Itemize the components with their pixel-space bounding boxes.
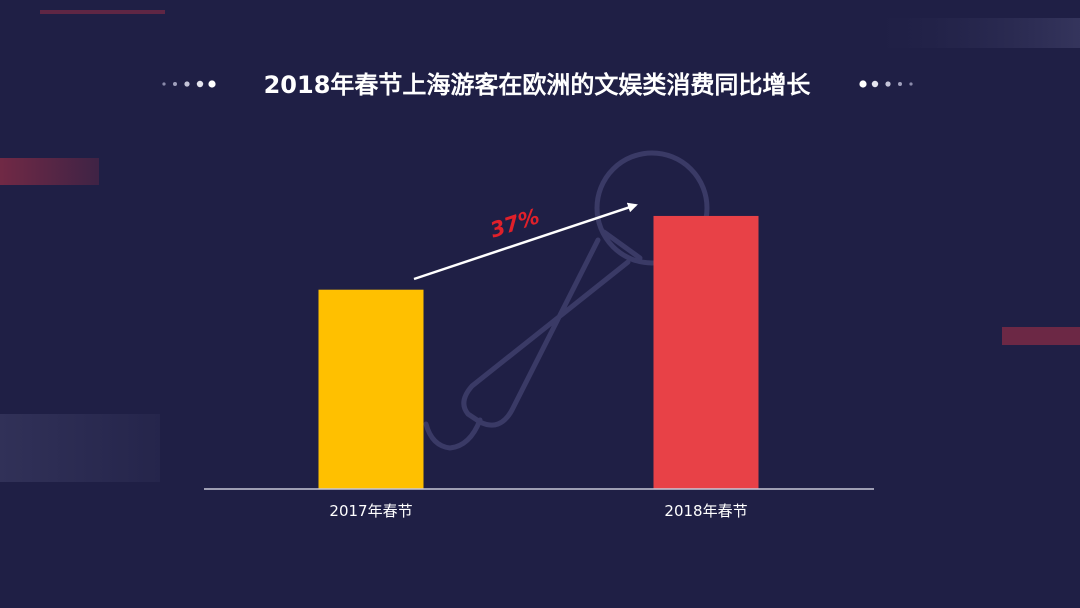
stripe-top-left [40, 10, 165, 14]
stripe-right [1002, 327, 1080, 345]
x-tick-label-1: 2017年春节 [329, 502, 412, 520]
stripe-top-right [880, 18, 1080, 48]
bar-2 [653, 215, 759, 489]
decorative-stripes [0, 10, 1080, 482]
growth-label: 37% [487, 204, 542, 242]
bars-layer [318, 215, 759, 489]
growth-arrow [413, 202, 638, 281]
microphone-icon [423, 150, 710, 451]
stripe-left-bottom [0, 414, 160, 482]
x-tick-label-2: 2018年春节 [664, 502, 747, 520]
bar-1 [318, 289, 424, 489]
stripe-left [0, 158, 99, 185]
x-tick-labels: 2017年春节 2018年春节 [329, 502, 747, 520]
title-dots-right [859, 80, 913, 88]
chart-title: 2018年春节上海游客在欧洲的文娱类消费同比增长 [264, 71, 812, 99]
title-dots-left [162, 80, 216, 88]
